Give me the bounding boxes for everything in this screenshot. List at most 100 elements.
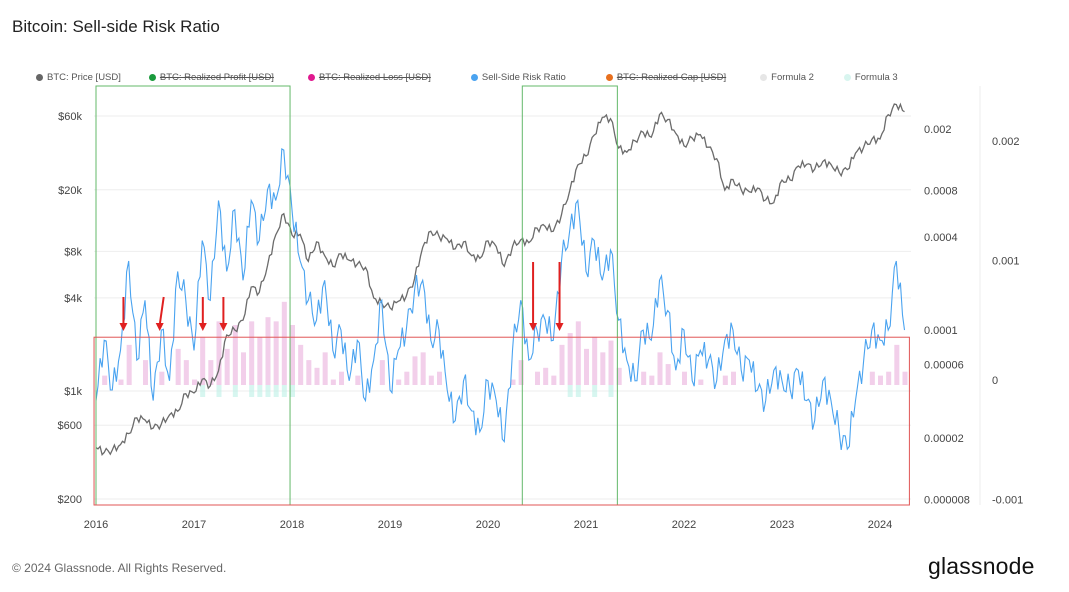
legend-dot-icon: [470, 74, 478, 81]
red-arrow-head-icon: [198, 323, 207, 331]
legend-label: Sell-Side Risk Ratio: [481, 72, 566, 83]
formula-bar: [641, 371, 647, 385]
legend-dot-icon: [760, 74, 768, 81]
formula-bar: [665, 364, 671, 385]
y-tick-label-risk: 0.002: [924, 124, 952, 136]
formula-bar: [878, 375, 883, 385]
legend-item[interactable]: BTC: Realized Loss [USD]: [307, 72, 431, 83]
legend-label: BTC: Realized Loss [USD]: [318, 72, 431, 83]
formula-bar: [208, 360, 214, 385]
legend-dot-icon: [605, 74, 613, 81]
formula-neg-bar: [567, 385, 573, 397]
formula-bar: [886, 371, 892, 385]
y-tick-label-price: $600: [58, 420, 82, 432]
formula-bar: [183, 360, 189, 385]
formula-bar: [404, 371, 410, 385]
formula-bar: [592, 336, 598, 385]
formula-bar: [257, 336, 263, 385]
y-tick-label-right: -0.001: [992, 495, 1023, 507]
legend-label: BTC: Realized Profit [USD]: [159, 72, 274, 83]
formula-neg-bar: [575, 385, 581, 397]
formula-bar: [192, 379, 197, 385]
legend-label: BTC: Realized Cap [USD]: [616, 72, 727, 83]
y-tick-label-price: $8k: [64, 246, 82, 258]
x-tick-label: 2022: [672, 519, 696, 531]
formula-bar: [175, 348, 181, 385]
formula-neg-bar: [608, 385, 614, 397]
y-tick-label-risk: 0.0004: [924, 232, 958, 244]
chart-title: Bitcoin: Sell-side Risk Ratio: [12, 17, 220, 36]
legend-label: BTC: Price [USD]: [47, 72, 121, 83]
formula-bar: [379, 360, 385, 385]
y-tick-label-risk: 0.00002: [924, 433, 964, 445]
formula-bar: [396, 379, 402, 385]
red-arrow-head-icon: [119, 323, 128, 331]
formula-bar: [535, 371, 540, 385]
formula-bar: [290, 325, 295, 385]
formula-neg-bar: [249, 385, 255, 397]
y-tick-label-price: $4k: [64, 293, 82, 305]
legend-label: Formula 3: [854, 72, 898, 83]
y-tick-label-price: $200: [58, 494, 82, 506]
formula-bar: [649, 375, 655, 385]
x-tick-label: 2021: [574, 519, 598, 531]
copyright: © 2024 Glassnode. All Rights Reserved.: [12, 561, 227, 575]
legend-dot-icon: [36, 74, 43, 81]
formula-bar: [902, 371, 908, 385]
formula-bar: [339, 371, 344, 385]
legend-item[interactable]: BTC: Price [USD]: [36, 72, 121, 83]
legend-dot-icon: [307, 74, 315, 81]
y-tick-label-right: 0: [992, 375, 998, 387]
legend-label: Formula 2: [771, 72, 814, 83]
formula-bar: [731, 371, 736, 385]
formula-bar: [224, 348, 230, 385]
formula-bar: [894, 344, 900, 385]
legend-item[interactable]: Formula 2: [760, 72, 814, 83]
formula-bar: [437, 371, 442, 385]
formula-neg-bar: [592, 385, 598, 397]
formula-bar: [567, 333, 573, 385]
formula-bar: [241, 352, 246, 385]
formula-bar: [584, 348, 589, 385]
formula-bar: [322, 352, 328, 385]
formula-bar: [265, 317, 271, 385]
formula-bar: [126, 344, 132, 385]
formula-bar: [314, 367, 320, 385]
formula-neg-bar: [281, 385, 287, 397]
risk-ratio-line: [95, 147, 906, 451]
y-tick-label-right: 0.002: [992, 136, 1020, 148]
x-tick-label: 2019: [378, 519, 402, 531]
legend-item[interactable]: Sell-Side Risk Ratio: [470, 72, 566, 83]
formula-bar: [232, 325, 238, 385]
formula-bar: [412, 356, 418, 385]
y-tick-label-risk: 0.0008: [924, 186, 958, 198]
red-arrow-head-icon: [219, 323, 228, 331]
x-tick-label: 2024: [868, 519, 892, 531]
formula-bar: [657, 352, 663, 385]
formula-bar: [722, 375, 728, 385]
formula-neg-bar: [265, 385, 271, 397]
legend-item[interactable]: BTC: Realized Profit [USD]: [148, 72, 274, 83]
y-tick-label-risk: 0.000008: [924, 495, 970, 507]
red-arrow-icon: [158, 296, 165, 326]
formula-bar: [200, 336, 206, 385]
legend-dot-icon: [843, 74, 851, 81]
formula-bar: [306, 360, 312, 385]
formula-neg-bar: [232, 385, 238, 397]
formula-bar: [143, 360, 148, 385]
legend-dot-icon: [148, 74, 156, 81]
red-arrow-head-icon: [155, 323, 164, 331]
formula-neg-bar: [257, 385, 263, 397]
formula-bar: [330, 379, 336, 385]
legend-item[interactable]: Formula 3: [843, 72, 898, 83]
x-tick-label: 2016: [84, 519, 108, 531]
formula-bar: [355, 375, 361, 385]
formula-bar: [510, 379, 516, 385]
formula-bar: [575, 321, 581, 385]
formula-bar: [559, 344, 565, 385]
formula-bar: [518, 360, 524, 385]
formula-neg-bar: [290, 385, 295, 397]
x-tick-label: 2023: [770, 519, 794, 531]
legend-item[interactable]: BTC: Realized Cap [USD]: [605, 72, 727, 83]
